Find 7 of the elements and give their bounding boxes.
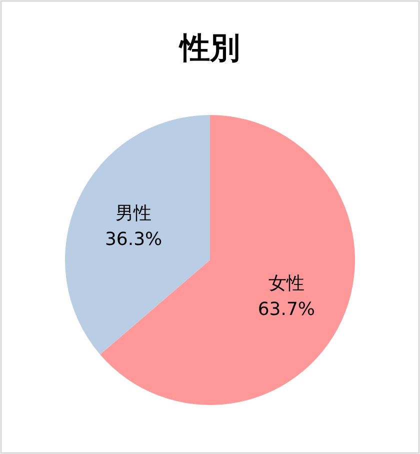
slice-label: 男性 [116,202,152,224]
data-label: 36.3% [104,228,162,250]
data-label: 63.7% [258,299,316,320]
pie-slice [100,115,355,405]
chart-title: 性別 [178,31,240,66]
pie-slice [65,115,210,355]
slice-label: 女性 [268,273,304,294]
